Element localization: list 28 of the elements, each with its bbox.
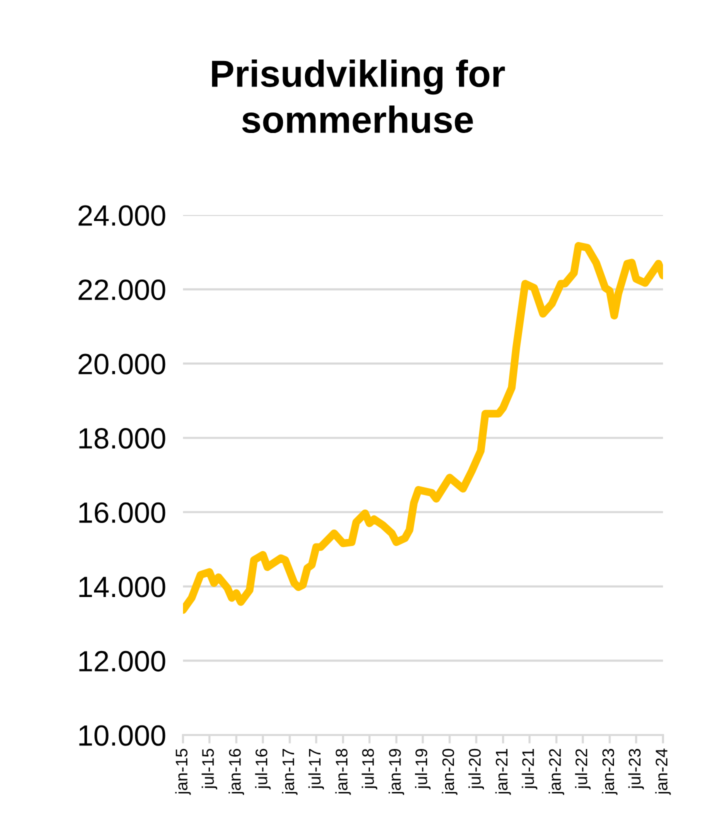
x-tick-label: jan-18	[335, 748, 351, 795]
x-tick-label: jul-16	[255, 748, 271, 790]
x-tick-label: jan-21	[495, 749, 511, 795]
x-tick-label: jan-17	[282, 749, 298, 795]
y-tick-label: 14.000	[79, 576, 166, 598]
x-tick-label: jul-22	[575, 749, 591, 790]
x-tick-label: jul-17	[308, 749, 324, 790]
y-tick-label: 22.000	[78, 279, 166, 300]
x-tick-label: jan-19	[388, 748, 404, 795]
y-tick-label: 16.000	[79, 502, 166, 523]
x-tick-label: jan-23	[602, 748, 618, 795]
x-tick-label: jan-22	[548, 749, 564, 795]
y-tick-label: 18.000	[79, 428, 166, 449]
x-tick-label: jan-20	[442, 748, 458, 795]
x-tick-label: jul-20	[468, 748, 484, 790]
x-tick-label: jan-16	[228, 748, 244, 795]
x-tick-label: jul-18	[362, 748, 378, 790]
x-tick-label: jan-15	[175, 748, 191, 795]
chart-title: Prisudvikling for sommerhuse	[212, 60, 505, 134]
x-tick-label: jul-21	[522, 749, 538, 790]
x-tick-label: jul-19	[415, 748, 431, 790]
x-tick-label: jul-23	[628, 748, 644, 790]
x-tick-label: jan-24	[655, 748, 671, 795]
y-tick-label: 12.000	[79, 650, 166, 672]
y-tick-label: 10.000	[79, 725, 166, 746]
x-tick-label: jul-15	[202, 748, 218, 790]
y-tick-label: 24.000	[78, 205, 166, 226]
y-tick-label: 20.000	[78, 354, 166, 374]
